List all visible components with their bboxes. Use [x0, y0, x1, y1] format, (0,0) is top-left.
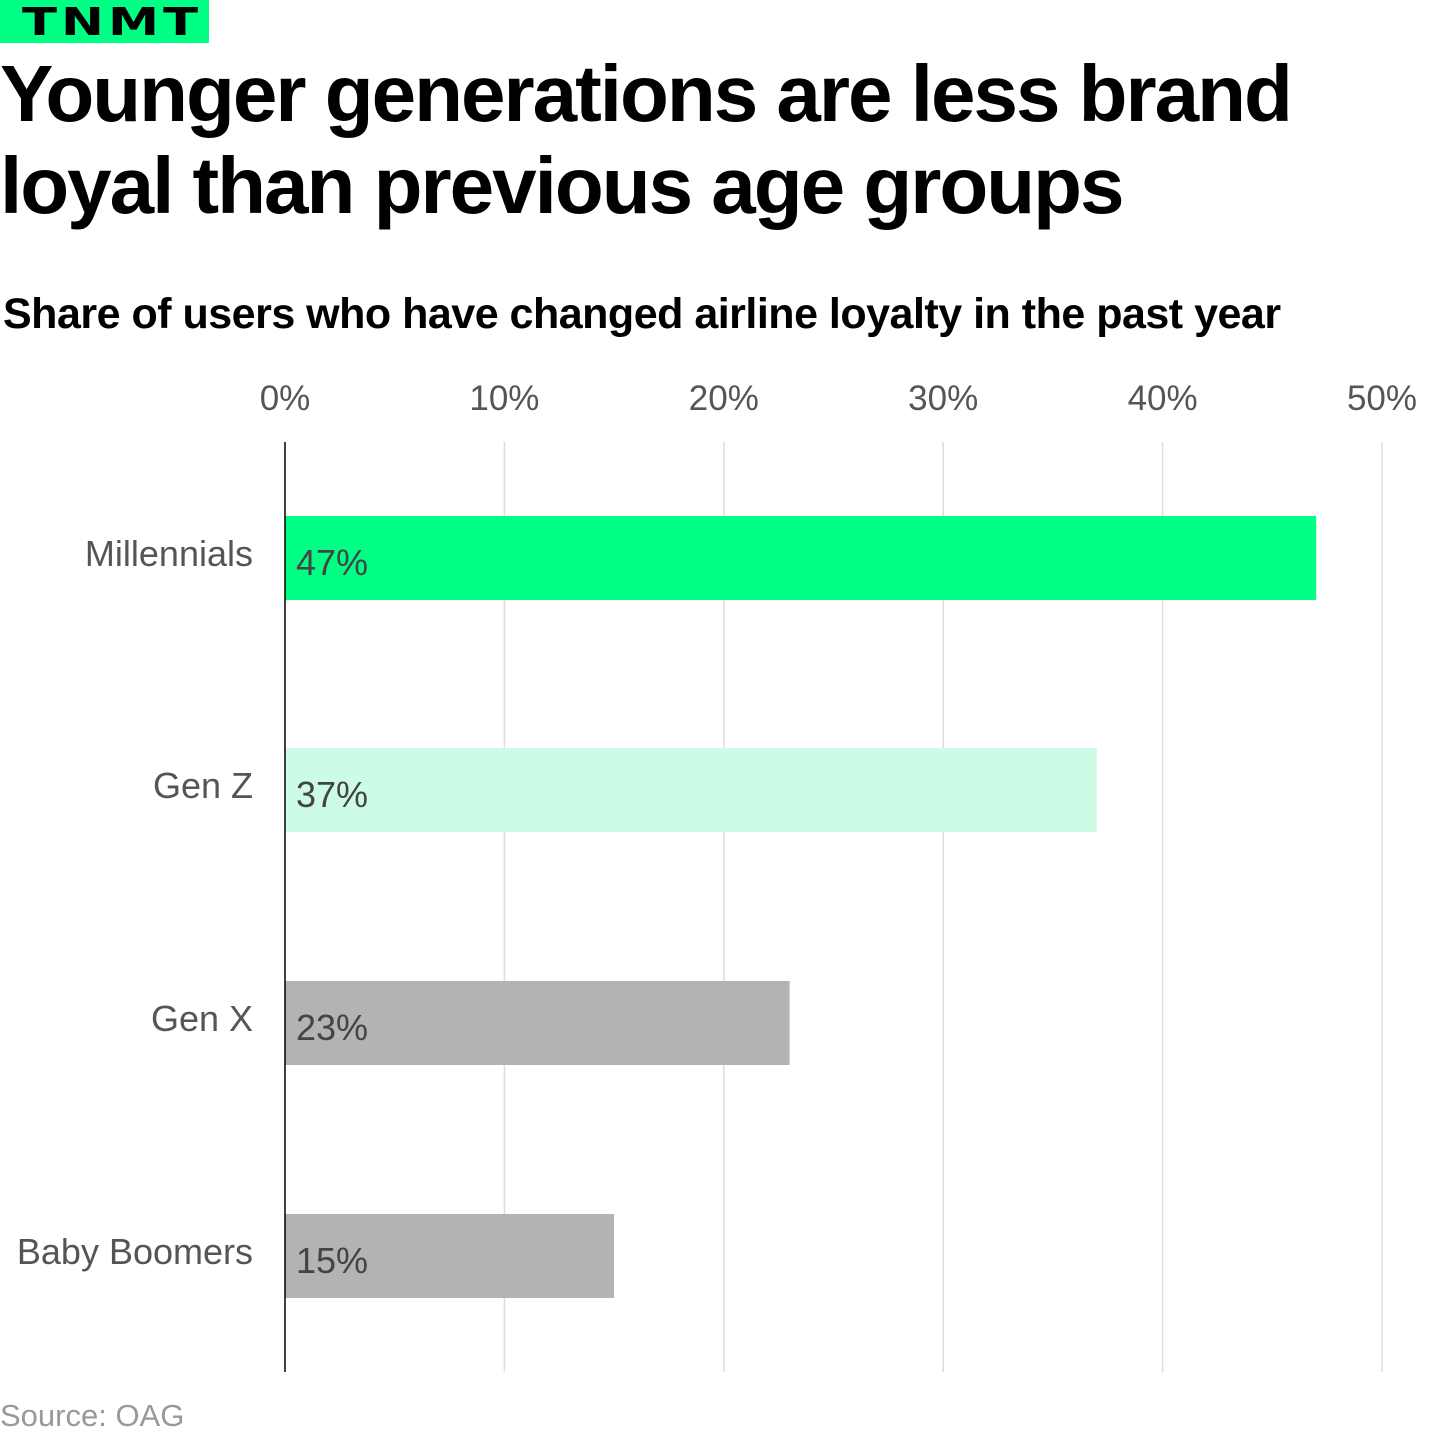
- logo-text: TNMT: [22, 0, 203, 44]
- x-tick-label: 20%: [689, 379, 759, 418]
- source-note: Source: OAG: [0, 1398, 185, 1433]
- bar-millennials: [285, 516, 1317, 600]
- bar-gen-z: [285, 748, 1097, 832]
- category-label: Baby Boomers: [17, 1231, 253, 1272]
- category-label: Gen X: [151, 998, 253, 1039]
- brand-logo: TNMT: [0, 0, 209, 43]
- x-tick-label: 0%: [260, 379, 311, 418]
- x-tick-label: 40%: [1128, 379, 1198, 418]
- x-tick-label: 50%: [1347, 379, 1417, 418]
- chart-title: Younger generations are less brand loyal…: [0, 49, 1293, 230]
- category-label: Millennials: [85, 533, 253, 574]
- data-label: 47%: [296, 542, 368, 583]
- bar-baby-boomers: [285, 1214, 615, 1298]
- data-label: 23%: [296, 1007, 368, 1048]
- category-label: Gen Z: [153, 765, 253, 806]
- data-label: 37%: [296, 774, 368, 815]
- chart-subtitle: Share of users who have changed airline …: [3, 290, 1281, 338]
- x-tick-label: 10%: [469, 379, 539, 418]
- x-tick-label: 30%: [908, 379, 978, 418]
- data-label: 15%: [296, 1240, 368, 1281]
- bar-gen-x: [285, 981, 790, 1065]
